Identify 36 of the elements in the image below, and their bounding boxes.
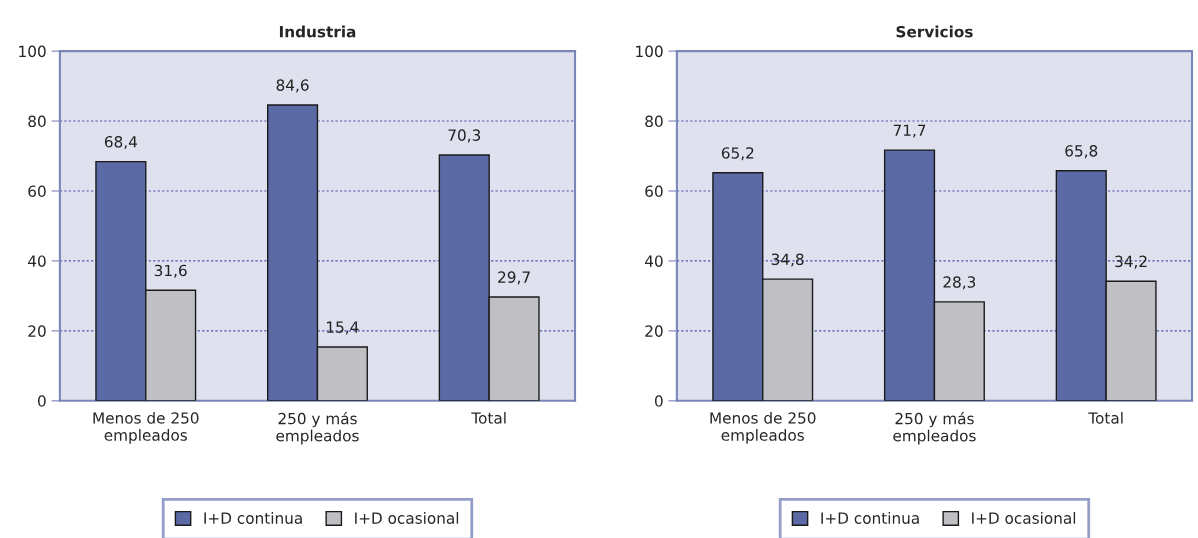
y-tick-label: 80 [28,115,46,128]
data-label: 84,6 [276,79,309,93]
data-label: 65,8 [1065,145,1098,159]
legend-label: I+D continua [821,512,919,524]
legend-label: I+D continua [204,512,302,524]
data-label: 34,8 [771,253,804,267]
y-tick-label: 40 [28,255,46,267]
y-tick-label: 20 [645,325,663,337]
x-tick-label: Total [471,411,506,424]
chart-title: Servicios [896,25,973,38]
x-tick-label: Menos de 250 empleados [710,411,816,444]
y-tick-label: 0 [654,395,663,407]
y-tick-label: 40 [644,255,663,267]
y-tick-label: 80 [645,115,663,128]
data-label: 31,6 [154,264,187,278]
y-tick-label: 100 [636,45,663,58]
data-label: 34,2 [1115,255,1147,269]
data-label: 65,2 [721,147,754,161]
x-tick-label: 250 y más empleados [893,411,976,445]
data-label: 68,4 [104,135,138,150]
legend-label: I+D ocasional [355,512,459,524]
y-tick-label: 100 [19,45,46,58]
legend-label: I+D ocasional [972,512,1076,524]
data-label: 70,3 [448,129,481,143]
data-label: 28,3 [943,276,976,290]
data-label: 15,4 [327,321,359,335]
x-tick-label: Menos de 250 empleados [93,411,199,444]
data-label: 71,7 [893,124,926,138]
x-tick-label: Total [1088,411,1123,424]
y-tick-label: 20 [28,325,46,337]
x-tick-label: 250 y más empleados [276,411,359,445]
chart-title: Industria [279,25,356,38]
data-label: 29,7 [498,271,530,285]
y-tick-label: 0 [37,395,46,407]
y-tick-label: 60 [28,185,46,198]
y-tick-label: 60 [645,185,663,198]
